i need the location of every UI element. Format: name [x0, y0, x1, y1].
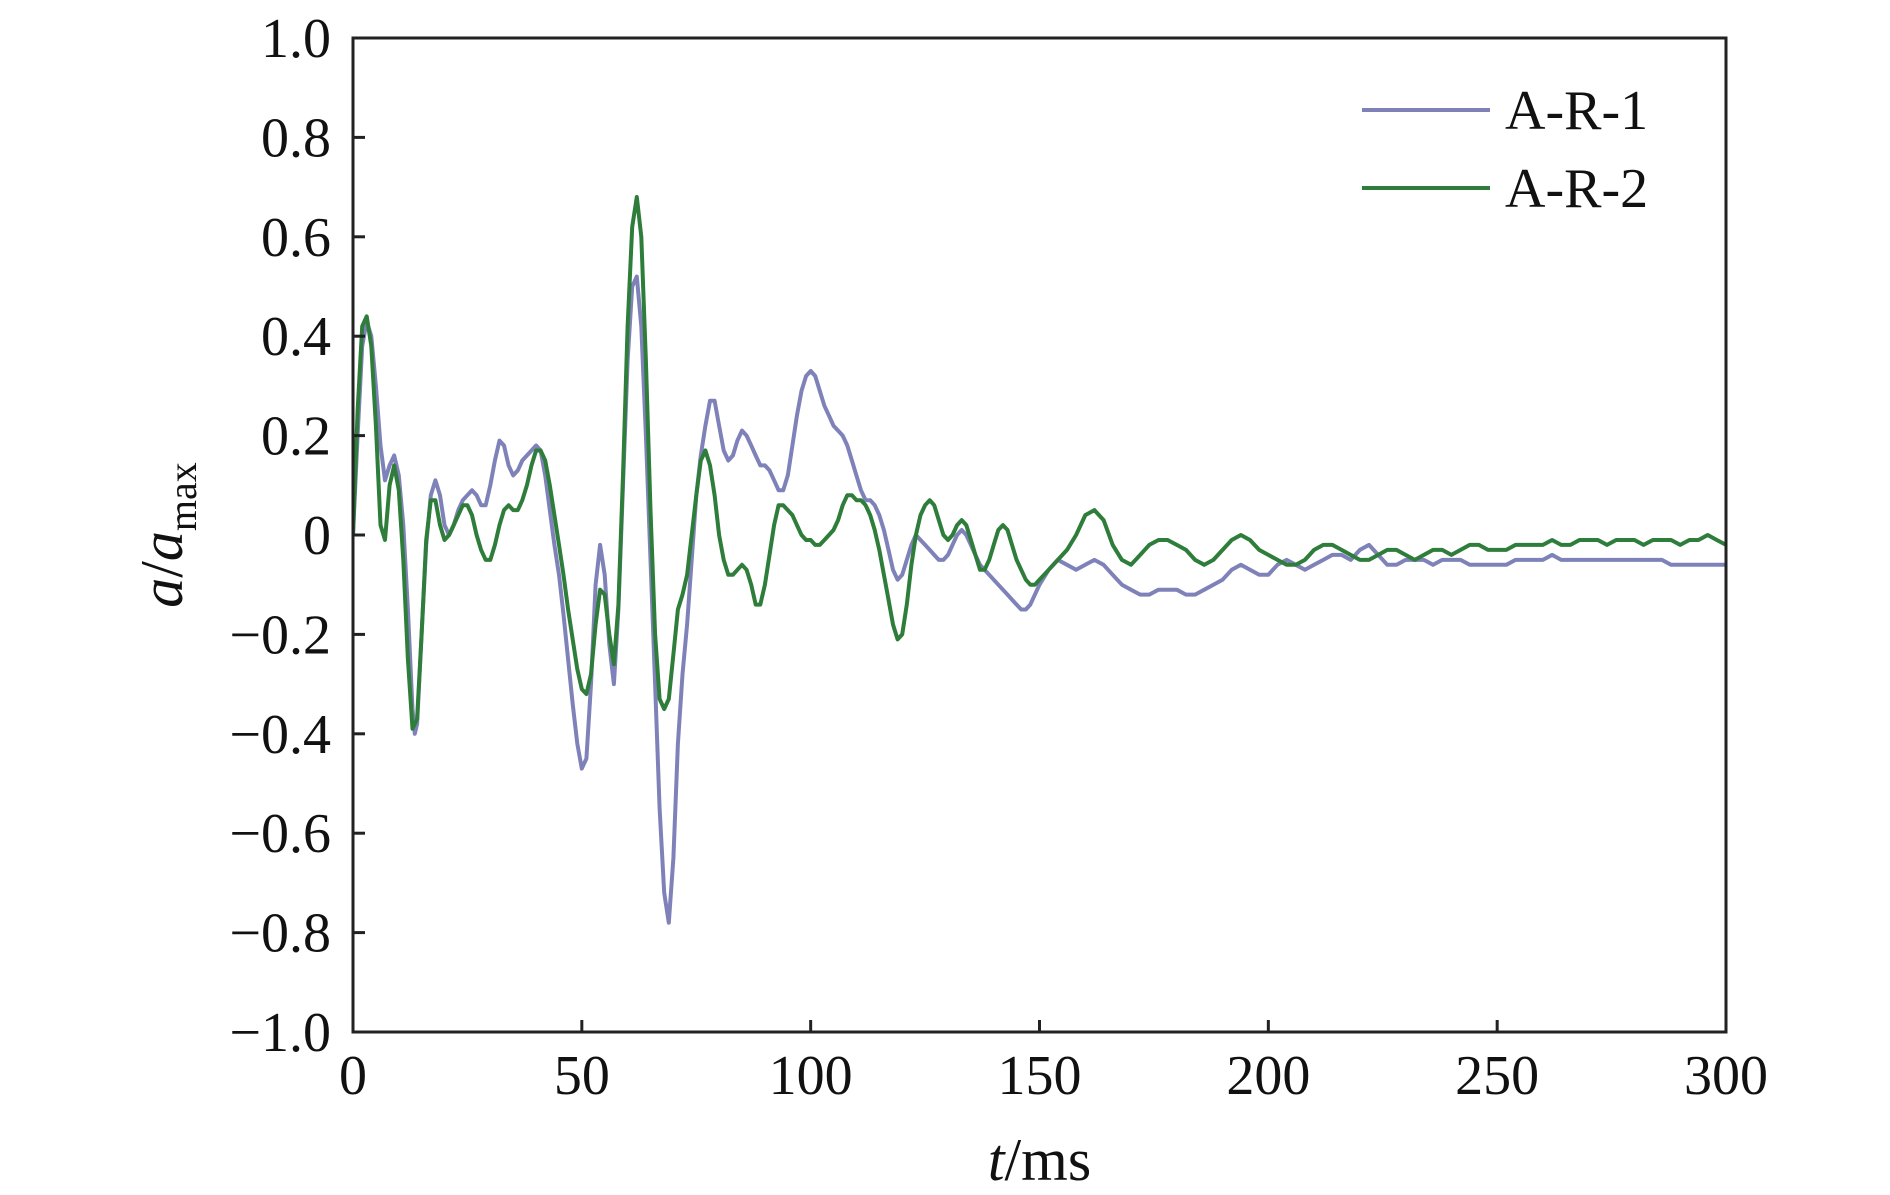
legend: A-R-1 A-R-2 [1362, 80, 1648, 220]
x-tick-label: 150 [998, 1045, 1082, 1107]
series-line-A-R-1 [353, 274, 1726, 925]
y-axis-title-denominator: a [129, 531, 195, 561]
y-tick-label: 0 [303, 505, 331, 567]
y-axis-title-subscript: max [160, 462, 205, 531]
x-tick-label: 300 [1684, 1045, 1768, 1107]
y-tick-label: 0.8 [261, 107, 331, 169]
y-axis-title-numerator: a [129, 578, 195, 608]
y-tick-label: 1.0 [261, 8, 331, 70]
y-tick-label: 0.4 [261, 306, 331, 368]
x-axis-title-variable: t [988, 1127, 1006, 1193]
y-axis-title: a/amax [129, 462, 205, 608]
y-tick-label: 0.6 [261, 207, 331, 269]
series-layer [353, 195, 1726, 925]
legend-label: A-R-2 [1505, 158, 1648, 220]
legend-label: A-R-1 [1505, 80, 1648, 142]
x-tick-label: 100 [769, 1045, 853, 1107]
y-axis-title-slash: / [129, 561, 195, 578]
x-axis-ticks: 0 50 100 150 200 250 300 [339, 1020, 1768, 1107]
y-tick-label: −0.8 [229, 903, 331, 965]
y-tick-label: −1.0 [229, 1002, 331, 1064]
y-tick-label: −0.4 [229, 704, 331, 766]
y-tick-label: −0.6 [229, 803, 331, 865]
x-axis-title: t/ms [988, 1127, 1091, 1193]
series-line-A-R-2 [353, 195, 1726, 731]
x-tick-label: 0 [339, 1045, 367, 1107]
y-tick-label: 0.2 [261, 406, 331, 468]
x-tick-label: 50 [554, 1045, 610, 1107]
y-tick-label: −0.2 [229, 604, 331, 666]
y-axis-ticks: 1.0 0.8 0.6 0.4 0.2 0 −0.2 −0.4 −0.6 −0.8 −1.0 [229, 8, 365, 1064]
x-tick-label: 200 [1226, 1045, 1310, 1107]
x-tick-label: 250 [1455, 1045, 1539, 1107]
x-axis-title-unit: /ms [1004, 1127, 1091, 1193]
